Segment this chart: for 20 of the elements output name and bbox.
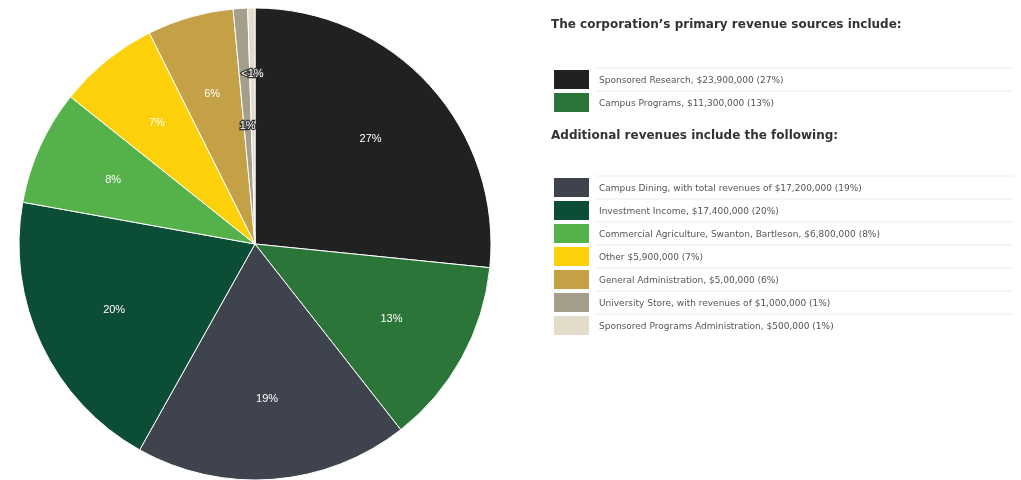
legend-label: Campus Dining, with total revenues of $17,200,000 (19%): [599, 182, 862, 193]
data-label: 7%: [148, 115, 166, 128]
data-label: 20%: [103, 303, 126, 316]
legend-label: Sponsored Research, $23,900,000 (27%): [599, 74, 784, 85]
legend-label: Commercial Agriculture, Swanton, Bartleson, $6,800,000 (8%): [599, 228, 880, 239]
legend-label: General Administration, $5,00,000 (6%): [599, 274, 779, 285]
data-label: <1%: [241, 67, 264, 80]
data-label: 13%: [380, 311, 403, 324]
legend-label: Other $5,900,000 (7%): [599, 251, 704, 262]
text: The corporation’s primary revenue sources include:: [551, 17, 902, 31]
text: Additional revenues include the following:: [551, 128, 839, 142]
data-label: 19%: [256, 392, 279, 405]
legend-label: Investment Income, $17,400,000 (20%): [599, 205, 779, 216]
legend-label: Sponsored Programs Administration, $500,000 (1%): [599, 320, 834, 331]
legend-label: University Store, with revenues of $1,000,000 (1%): [599, 297, 831, 308]
data-label: 6%: [204, 87, 221, 100]
data-label: 8%: [105, 172, 122, 185]
legend-label: Campus Programs, $11,300,000 (13%): [599, 97, 775, 108]
data-label: 1%: [239, 119, 256, 132]
data-label: 27%: [359, 132, 382, 145]
